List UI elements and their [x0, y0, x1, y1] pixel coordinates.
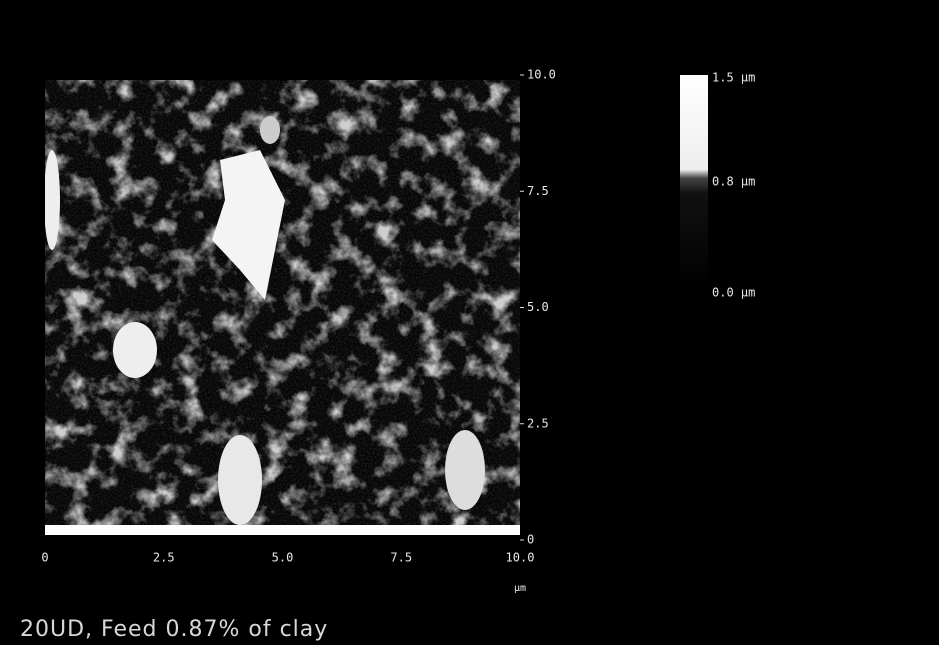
x-unit: µm — [514, 583, 526, 594]
x-tick-label: 5.0 — [272, 551, 294, 565]
colorbar-labels: 1.5 µm 0.8 µm 0.0 µm — [712, 71, 755, 300]
x-tick-label: 2.5 — [153, 551, 175, 565]
colorbar — [680, 75, 708, 290]
y-tick-label: 7.5 — [527, 184, 549, 198]
y-tick-label: 5.0 — [527, 300, 549, 314]
x-tick-label: 10.0 — [506, 551, 535, 565]
y-tick-label: 2.5 — [527, 416, 549, 430]
colorbar-label: 0.8 µm — [712, 175, 755, 189]
afm-figure: 0 2.5 5.0 7.5 10.0 0 2.5 5.0 7.5 10.0 1.5 µm 0.8 … — [0, 0, 939, 645]
y-tick-label: 0 — [527, 533, 534, 547]
x-axis: 0 2.5 5.0 7.5 10.0 — [41, 551, 534, 565]
colorbar-label: 1.5 µm — [712, 71, 755, 85]
y-tick-label: 10.0 — [527, 68, 556, 82]
x-tick-label: 0 — [41, 551, 48, 565]
afm-image — [44, 80, 520, 537]
x-tick-label: 7.5 — [390, 551, 412, 565]
y-axis: 0 2.5 5.0 7.5 10.0 — [520, 68, 556, 547]
caption: 20UD, Feed 0.87% of clay — [20, 617, 328, 642]
page: {"image": { "x_axis": {"ticks": ["0", "2… — [0, 0, 939, 645]
colorbar-label: 0.0 µm — [712, 286, 755, 300]
